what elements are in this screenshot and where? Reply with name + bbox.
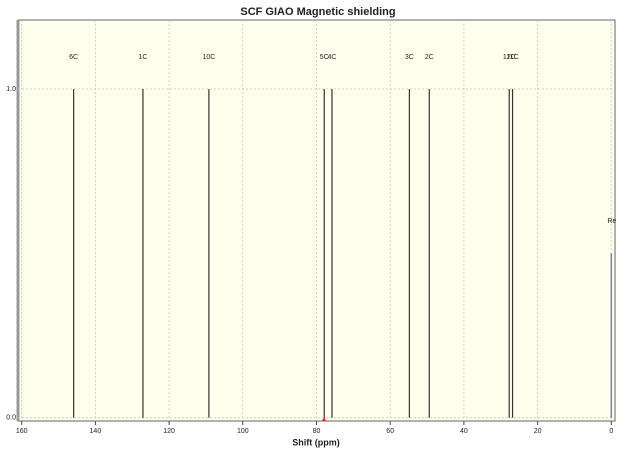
peak-label: 11C [506, 54, 518, 61]
peak-label: 2C [425, 54, 434, 61]
x-tick-label: 120 [163, 428, 175, 435]
peak-label: 1C [138, 54, 147, 61]
x-tick-label: 40 [460, 428, 468, 435]
x-tick-label: 80 [313, 428, 321, 435]
x-tick-label: 160 [16, 428, 28, 435]
cursor-marker [322, 417, 326, 421]
y-tick-label: 1.0 [6, 86, 16, 93]
x-axis-label: Shift (ppm) [292, 437, 340, 447]
peak-label: 5C [320, 54, 329, 61]
x-tick-label: 60 [386, 428, 394, 435]
peak-label: 3C [405, 54, 414, 61]
peak-label: 6C [69, 54, 78, 61]
peak-label: 10C [202, 54, 215, 61]
peak-label: 4C [328, 54, 337, 61]
x-tick-label: 140 [90, 428, 102, 435]
reference-label: Re [607, 218, 616, 225]
chart-title: SCF GIAO Magnetic shielding [240, 6, 395, 18]
x-tick-label: 0 [609, 428, 613, 435]
x-tick-label: 20 [534, 428, 542, 435]
y-tick-label: 0.0 [6, 415, 16, 422]
peak-label: 12C [503, 54, 516, 61]
x-tick-label: 100 [237, 428, 249, 435]
